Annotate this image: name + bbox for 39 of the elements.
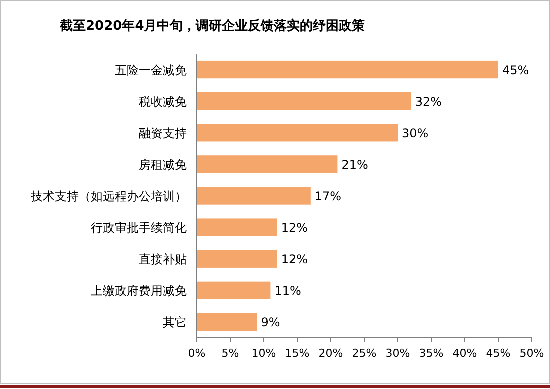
x-tick-label: 15% [285, 347, 310, 360]
y-tick-label: 行政审批手续简化 [91, 221, 187, 236]
bar [197, 282, 271, 300]
x-tick-label: 35% [419, 347, 444, 360]
x-tick-label: 5% [222, 347, 240, 360]
x-tick-label: 30% [386, 347, 410, 360]
y-tick-label: 其它 [163, 316, 187, 330]
data-label: 45% [502, 63, 530, 78]
data-label: 11% [274, 284, 302, 298]
x-tick-label: 25% [352, 347, 377, 360]
y-tick-label: 税收减免 [139, 94, 187, 109]
data-label: 12% [281, 221, 308, 236]
y-tick-label: 直接补贴 [139, 252, 187, 267]
x-tick-label: 10% [252, 347, 276, 360]
x-tick-label: 50% [520, 347, 544, 360]
y-tick-label: 上缴政府费用减免 [91, 284, 187, 298]
x-tick-label: 0% [188, 347, 206, 360]
x-tick-label: 40% [452, 347, 478, 360]
bar [197, 187, 311, 205]
chart-title: 截至2020年4月中旬，调研企业反馈落实的纾困政策 [59, 18, 366, 34]
data-label: 30% [402, 126, 429, 140]
bar [197, 313, 258, 332]
x-tick-label: 20% [318, 347, 344, 360]
x-tick-label: 45% [486, 347, 511, 360]
data-label: 21% [342, 158, 368, 172]
bar [197, 124, 398, 142]
y-tick-label: 技术支持（如远程办公培训） [30, 190, 187, 204]
data-label: 17% [314, 190, 342, 204]
y-tick-label: 融资支持 [139, 126, 187, 140]
y-tick-label: 房租减免 [139, 158, 187, 172]
bar [197, 218, 278, 236]
bar [197, 92, 412, 110]
bar [197, 156, 338, 174]
data-label: 12% [281, 252, 308, 267]
data-label: 32% [415, 94, 442, 109]
data-label: 9% [261, 316, 280, 330]
bar [197, 60, 498, 79]
bar [197, 250, 278, 268]
y-tick-label: 五险一金减免 [115, 63, 187, 78]
